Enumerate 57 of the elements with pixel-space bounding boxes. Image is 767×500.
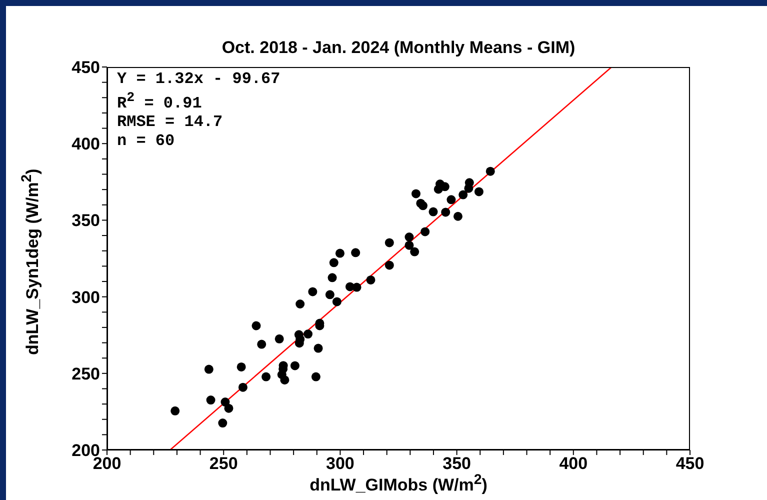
x-tick-label: 400 — [559, 454, 588, 474]
y-tick-label: 350 — [72, 211, 100, 230]
y-tick-label: 300 — [72, 288, 100, 307]
point — [486, 166, 495, 176]
point — [474, 187, 484, 196]
point — [311, 372, 320, 382]
point — [411, 189, 420, 198]
point — [332, 297, 342, 306]
point — [404, 232, 414, 242]
point — [308, 287, 318, 296]
point — [329, 258, 338, 268]
point — [328, 273, 337, 282]
point — [290, 361, 300, 370]
annotation: R$^{2}$ = 0.91 — [117, 90, 203, 114]
point — [238, 382, 248, 392]
point — [314, 344, 323, 353]
point — [446, 195, 456, 204]
point — [252, 321, 261, 330]
point — [404, 240, 414, 250]
point — [236, 362, 246, 372]
point — [274, 334, 284, 344]
point — [262, 372, 271, 382]
point — [418, 201, 428, 210]
point — [325, 290, 334, 300]
annotation: n = 60 — [117, 132, 176, 152]
point — [335, 248, 344, 258]
x-tick-label: 450 — [676, 454, 704, 474]
point — [280, 375, 290, 384]
point — [204, 364, 214, 374]
point — [428, 207, 438, 216]
point — [296, 300, 305, 308]
annotation: RMSE = 14.7 — [117, 113, 224, 132]
point — [384, 260, 394, 270]
point — [441, 208, 450, 217]
y-tick-label: 450 — [72, 58, 100, 78]
point — [366, 275, 376, 284]
point — [410, 247, 420, 256]
point — [351, 248, 360, 258]
y-tick-label: 250 — [72, 364, 100, 384]
x-tick-label: 350 — [442, 454, 471, 474]
point — [453, 212, 462, 221]
point — [384, 238, 394, 248]
point — [206, 396, 216, 405]
annotation: Y = 1.32x - 99.67 — [117, 70, 280, 89]
point — [218, 418, 228, 428]
x-axis-title: dnLW_GIMobs (W/m$^{2}$) — [310, 472, 488, 495]
point — [257, 340, 266, 349]
point — [224, 404, 234, 413]
y-tick-label: 400 — [72, 134, 100, 154]
point — [352, 282, 362, 292]
chart-title: Oct. 2018 - Jan. 2024 (Monthly Means - GIM) — [220, 38, 576, 58]
x-tick-label: 250 — [209, 454, 238, 474]
point — [458, 190, 468, 200]
point — [420, 227, 430, 236]
point — [170, 406, 180, 416]
point — [304, 330, 313, 339]
x-tick-label: 300 — [326, 454, 354, 474]
